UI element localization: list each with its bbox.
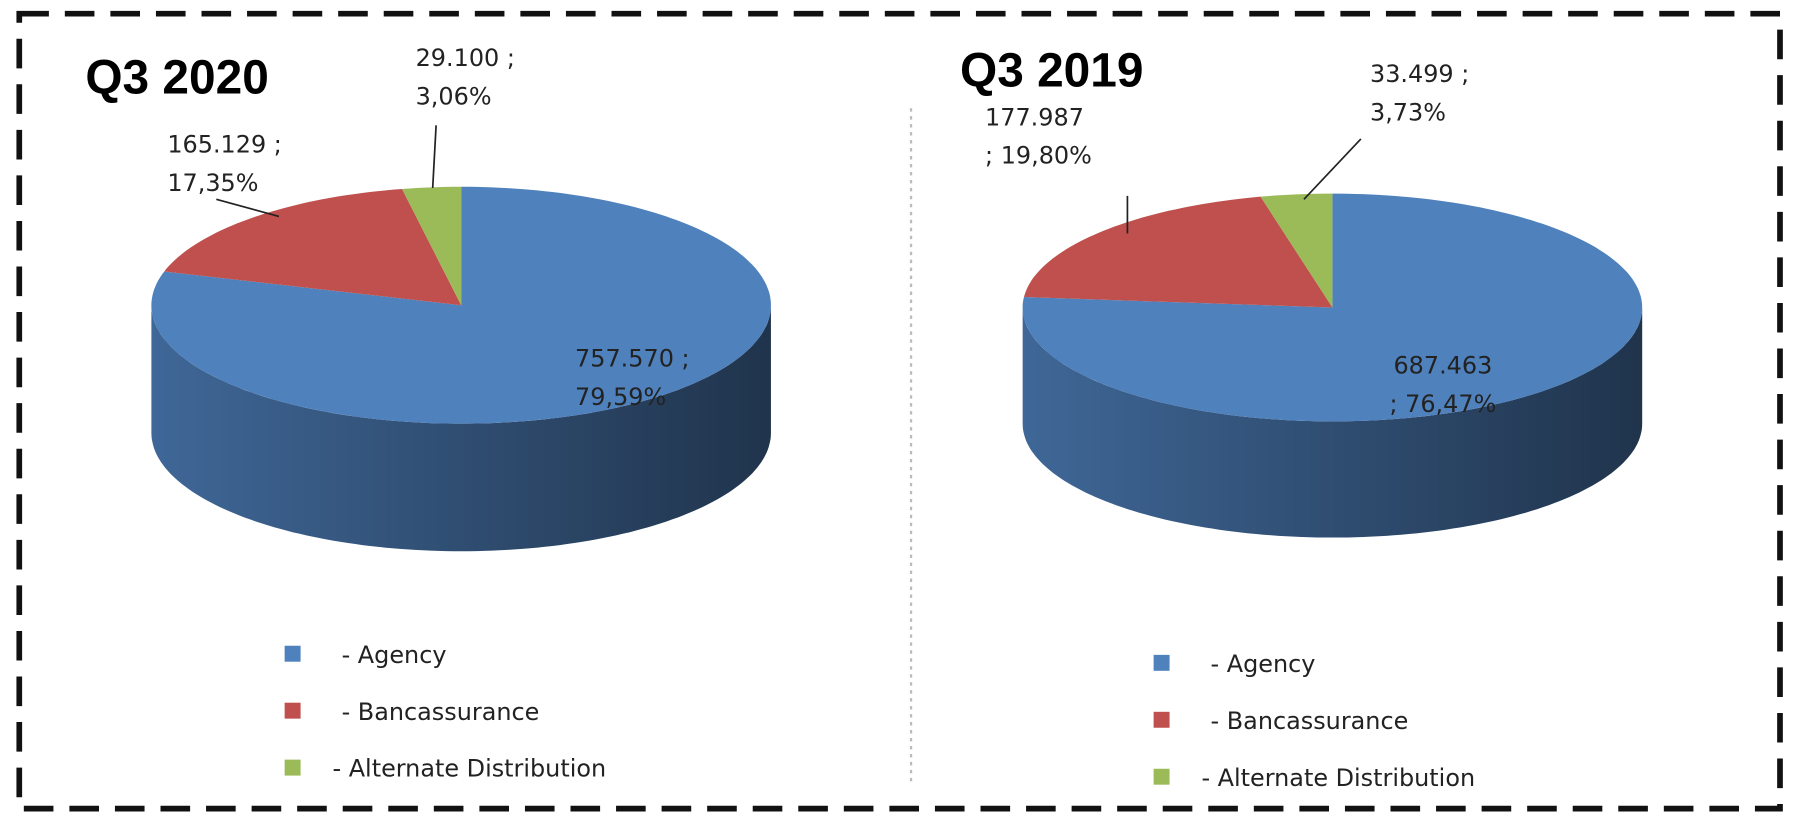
legend-label: - Bancassurance	[342, 698, 540, 726]
pie-slice	[402, 186, 462, 306]
pie-chart: Q3 2020 757.570 ; 79,59% 165.129 ; 17,35% 29.…	[85, 44, 771, 783]
pie-slice	[1022, 193, 1643, 538]
data-label: 757.570 ; 79,59%	[575, 345, 690, 411]
legend-label: - Agency	[342, 641, 447, 669]
legend-swatch	[1153, 654, 1170, 671]
legend-label: - Bancassurance	[1211, 707, 1409, 735]
slice-top	[164, 188, 462, 306]
slice-top	[1260, 193, 1333, 308]
legend-swatch	[1153, 768, 1170, 785]
legend-swatch	[1153, 711, 1170, 728]
slice-side	[151, 305, 771, 552]
chart-title: Q3 2020	[85, 51, 269, 104]
legend-swatch	[284, 645, 301, 662]
slice-top	[1024, 196, 1333, 308]
legend-label: - Agency	[1211, 650, 1316, 678]
leader-line	[431, 125, 437, 188]
legend-swatch	[284, 702, 301, 719]
data-label: 33.499 ; 3,73%	[1370, 60, 1469, 126]
legend-label: - Alternate Distribution	[1201, 764, 1475, 792]
pie-chart: Q3 2019 687.463; 76,47% 177.987; 19,80% 33.…	[960, 45, 1643, 792]
leader-line	[1303, 138, 1362, 200]
slice-top	[402, 186, 462, 306]
data-label: 687.463; 76,47%	[1389, 352, 1496, 418]
slice-side	[1022, 307, 1643, 538]
data-label: 29.100 ; 3,06%	[416, 44, 515, 110]
slice-top	[1022, 193, 1643, 422]
dashed-border	[16, 10, 1783, 812]
data-label: 177.987; 19,80%	[985, 103, 1092, 169]
pie-slice	[1260, 193, 1333, 308]
pie-slice	[164, 188, 462, 306]
legend-label: - Alternate Distribution	[332, 755, 606, 783]
data-label: 165.129 ; 17,35%	[167, 131, 282, 197]
pie-slice	[1024, 196, 1333, 308]
leader-line	[216, 198, 280, 218]
chart-title: Q3 2019	[960, 45, 1144, 98]
legend-swatch	[284, 759, 301, 776]
